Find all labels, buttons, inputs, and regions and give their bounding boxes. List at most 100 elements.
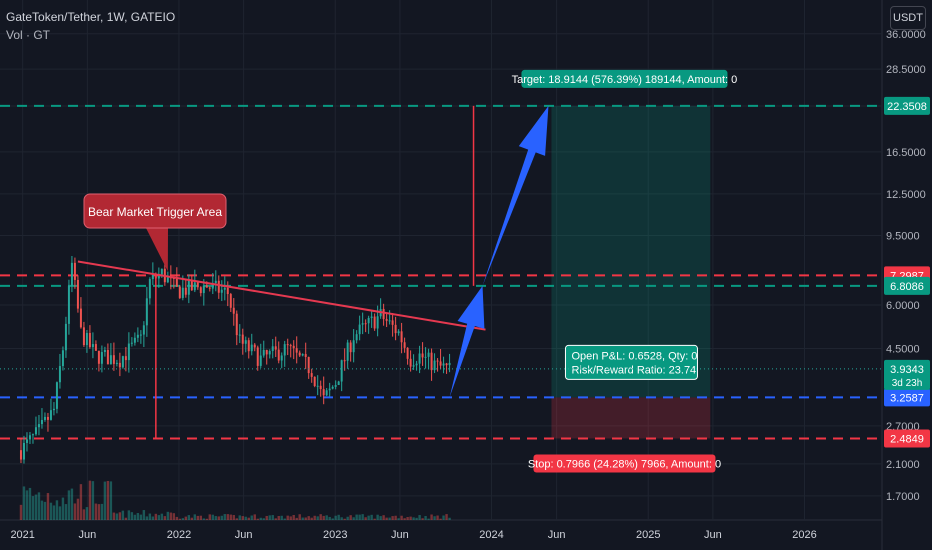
volume-bar bbox=[424, 516, 427, 520]
volume-bar bbox=[397, 518, 400, 520]
volume-bar bbox=[217, 516, 220, 520]
volume-bar bbox=[145, 516, 149, 520]
candle-body bbox=[253, 344, 256, 348]
candle-body bbox=[295, 348, 298, 353]
volume-bar bbox=[112, 512, 116, 520]
candle-body bbox=[430, 352, 433, 371]
candle-body bbox=[343, 360, 346, 362]
volume-bar bbox=[139, 514, 143, 520]
price-tick-label: 12.5000 bbox=[886, 189, 926, 201]
volume-bar bbox=[445, 514, 448, 520]
candle-body bbox=[421, 353, 424, 358]
volume-bar bbox=[103, 481, 107, 520]
currency-button[interactable]: USDT bbox=[890, 6, 926, 30]
candle-body bbox=[64, 323, 67, 351]
time-tick-label: 2024 bbox=[479, 529, 503, 541]
volume-bar bbox=[97, 504, 101, 520]
volume-bar bbox=[403, 518, 406, 520]
volume-bar bbox=[427, 518, 430, 520]
candle-body bbox=[112, 355, 115, 364]
volume-bar bbox=[313, 515, 316, 520]
volume-label: Vol · GT bbox=[6, 28, 51, 42]
candle-body bbox=[310, 373, 313, 377]
candle-body bbox=[232, 307, 235, 314]
volume-bar bbox=[175, 516, 179, 520]
candle-body bbox=[199, 287, 202, 294]
candle-body bbox=[247, 340, 250, 352]
volume-bar bbox=[268, 515, 271, 520]
volume-bar bbox=[70, 488, 74, 520]
candle-body bbox=[19, 450, 22, 460]
volume-bar bbox=[124, 517, 128, 520]
candle-body bbox=[124, 356, 127, 361]
candle-body bbox=[274, 346, 277, 350]
volume-bar bbox=[55, 500, 59, 520]
candle-body bbox=[37, 424, 40, 428]
volume-bar bbox=[346, 516, 349, 520]
candle-body bbox=[127, 343, 130, 361]
volume-bar bbox=[238, 515, 241, 520]
candle-body bbox=[259, 355, 262, 366]
candle-body bbox=[100, 352, 103, 364]
candle-body bbox=[184, 287, 187, 295]
volume-bar bbox=[151, 516, 155, 520]
volume-bar bbox=[85, 507, 89, 520]
volume-bar bbox=[73, 503, 77, 520]
candle-body bbox=[133, 337, 136, 343]
candle-body bbox=[337, 381, 340, 386]
candle-body bbox=[88, 332, 91, 348]
candle-body bbox=[370, 316, 373, 318]
volume-bar bbox=[160, 513, 164, 520]
candle-body bbox=[397, 331, 400, 334]
volume-bar bbox=[190, 517, 194, 520]
candle-body bbox=[79, 308, 82, 328]
volume-bar bbox=[274, 518, 277, 520]
candle-body bbox=[316, 385, 319, 387]
candle-body bbox=[157, 274, 160, 279]
candle-body bbox=[106, 349, 109, 365]
volume-bar bbox=[376, 514, 379, 520]
candle-body bbox=[394, 324, 397, 334]
candle-body bbox=[442, 363, 445, 366]
candle-body bbox=[181, 287, 184, 298]
candle-body bbox=[382, 308, 385, 320]
volume-bar bbox=[301, 517, 304, 520]
volume-bar bbox=[295, 517, 298, 520]
candle-body bbox=[373, 316, 376, 329]
volume-bar bbox=[379, 516, 382, 520]
volume-bar bbox=[256, 518, 259, 520]
volume-bar bbox=[328, 516, 331, 520]
volume-bar bbox=[52, 505, 56, 520]
stop-zone bbox=[551, 397, 711, 439]
volume-bar bbox=[409, 516, 412, 520]
volume-bar bbox=[226, 514, 229, 520]
volume-bar bbox=[178, 518, 182, 520]
candle-body bbox=[217, 280, 220, 293]
level-price-badge bbox=[884, 96, 930, 115]
candle-body bbox=[241, 334, 244, 344]
candle-body bbox=[448, 362, 451, 366]
stop-label-box bbox=[533, 454, 716, 473]
level-price-badge bbox=[884, 429, 930, 448]
volume-bar bbox=[265, 515, 268, 520]
candle-body bbox=[391, 320, 394, 325]
price-tick-label: 9.5000 bbox=[886, 230, 920, 242]
candle-body bbox=[286, 344, 289, 346]
price-tick-label: 36.0000 bbox=[886, 29, 926, 41]
candle-body bbox=[73, 262, 76, 280]
volume-bar bbox=[79, 484, 83, 520]
volume-bar bbox=[364, 517, 367, 520]
callout-box bbox=[83, 193, 227, 229]
candle-body bbox=[76, 279, 79, 309]
volume-bar bbox=[388, 517, 391, 520]
volume-bar bbox=[280, 515, 283, 520]
volume-bar bbox=[292, 515, 295, 520]
candle-body bbox=[148, 279, 151, 299]
volume-bar bbox=[121, 510, 125, 520]
candle-body bbox=[388, 320, 391, 322]
candle-body bbox=[244, 340, 247, 344]
volume-bar bbox=[40, 500, 44, 520]
descending-trendline bbox=[77, 260, 486, 331]
level-price-label: 6.8086 bbox=[890, 281, 924, 293]
